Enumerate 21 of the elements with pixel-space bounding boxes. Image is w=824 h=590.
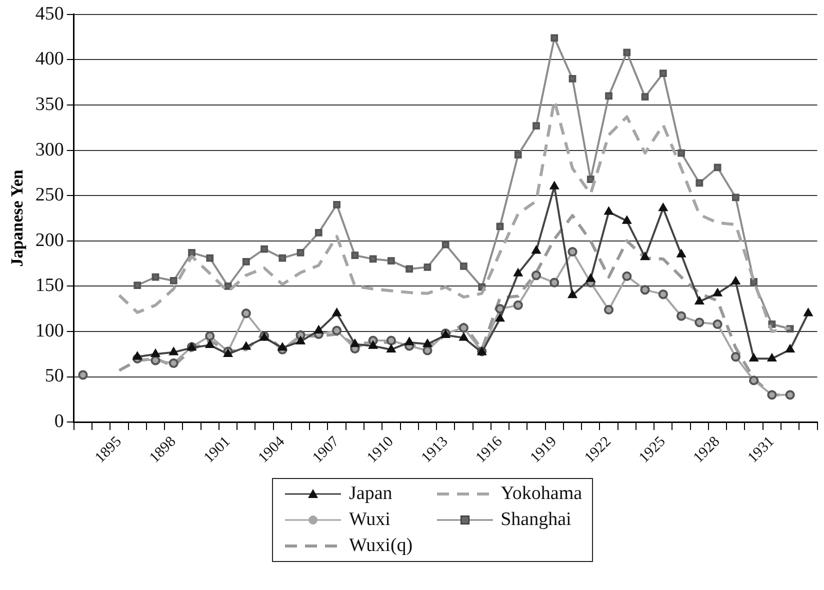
x-tick-label: 1919 — [527, 434, 560, 466]
x-tick-label: 1922 — [582, 434, 614, 466]
y-tick-label: 50 — [44, 366, 64, 387]
legend-label: Shanghai — [500, 509, 572, 531]
y-axis-title: Japanese Yen — [8, 169, 27, 267]
y-tick-label: 0 — [54, 411, 64, 432]
y-tick-label: 200 — [35, 230, 64, 251]
y-tick-label: 450 — [35, 3, 64, 24]
y-tick-label: 300 — [35, 139, 64, 160]
y-tick-label: 400 — [35, 48, 64, 70]
x-tick-label: 1931 — [745, 434, 778, 466]
legend-label: Wuxi(q) — [349, 535, 413, 557]
y-tick-label: 250 — [35, 184, 64, 206]
y-tick-label: 100 — [35, 320, 64, 342]
x-tick-label: 1901 — [201, 434, 234, 466]
legend-label: Japan — [349, 483, 392, 505]
legend-label: Yokohama — [500, 483, 582, 505]
y-tick-label: 150 — [35, 275, 64, 296]
y-tick-label: 350 — [35, 94, 64, 115]
legend-label: Wuxi — [349, 509, 390, 531]
x-tick-label: 1910 — [364, 434, 397, 466]
